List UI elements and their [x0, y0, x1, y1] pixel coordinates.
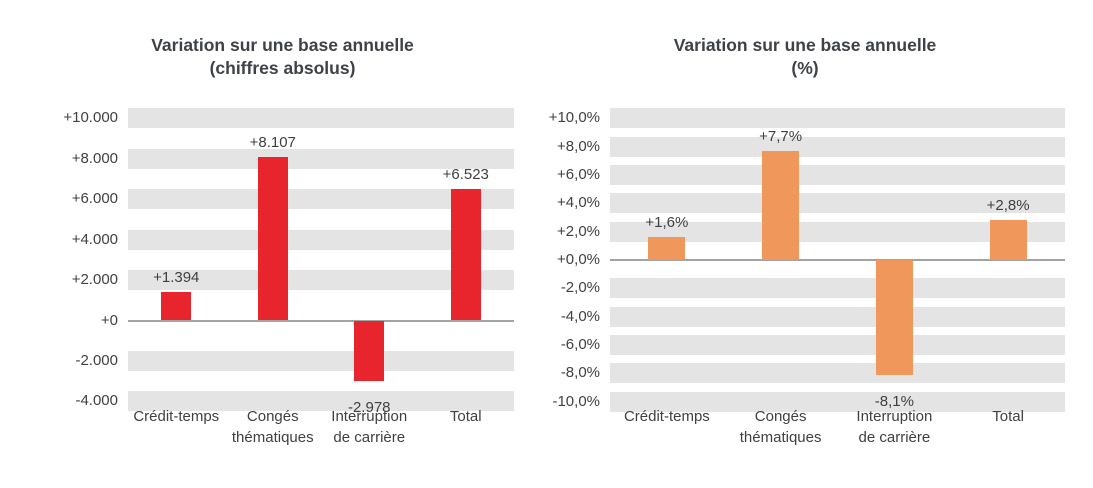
right-category-label-line: Congés [754, 408, 807, 425]
right-y-tick-label: +0,0% [557, 251, 600, 268]
left-category-label-line: Interruption [331, 408, 408, 425]
right-grid-band [610, 108, 1065, 129]
left-y-tick-label: +8.000 [71, 149, 118, 167]
right-bar-1 [648, 237, 686, 260]
right-y-tick-label: -8,0% [560, 364, 600, 382]
right-y-tick-label: +4,0% [557, 194, 600, 212]
right-y-tick-label: +10,0% [548, 109, 600, 127]
right-category-label: Crédit-temps [601, 406, 733, 427]
left-bar-value-label: +1.394 [153, 269, 200, 287]
right-grid-band [610, 335, 1065, 355]
right-chart-title-block: Variation sur une base annuelle (%) [545, 34, 1065, 80]
left-zero-axis-line [128, 319, 514, 322]
right-y-tick-label: +6,0% [557, 165, 600, 183]
left-y-tick-label: +2.000 [71, 271, 118, 289]
right-category-label-line: Total [992, 408, 1024, 425]
right-bar-value-label: -8,1% [874, 392, 914, 410]
left-chart-title: Variation sur une base annuelle [151, 35, 414, 55]
right-grid-band [610, 193, 1065, 214]
left-bar-1 [161, 292, 192, 321]
right-zero-axis-line [610, 259, 1065, 261]
left-grid-band [128, 270, 514, 291]
right-grid-band [610, 136, 1065, 157]
right-category-label: Total [942, 406, 1074, 427]
right-grid-band [610, 306, 1065, 327]
left-bar-value-label: +6.523 [442, 165, 489, 183]
left-category-label-line: thématiques [231, 429, 314, 446]
right-chart-subtitle: (%) [791, 58, 819, 78]
right-category-label: Congés thématiques [715, 406, 847, 448]
right-bar-value-label: +7,7% [759, 127, 803, 145]
right-category-label-line: Crédit-temps [623, 408, 710, 425]
right-bar-2 [762, 150, 800, 260]
left-category-label: Total [400, 406, 532, 427]
left-grid-band [128, 350, 514, 371]
right-y-tick-label: -10,0% [552, 392, 600, 410]
right-y-tick-label: +8,0% [557, 137, 600, 155]
left-category-label: Congés thématiques [207, 406, 339, 448]
left-grid-band [128, 189, 514, 210]
right-category-label-line: de carrière [858, 429, 931, 446]
left-y-tick-label: +10.000 [63, 109, 118, 127]
right-grid-band [610, 363, 1065, 384]
right-y-tick-label: -6,0% [560, 336, 600, 353]
right-grid-band [610, 278, 1065, 299]
left-category-label-line: Congés [246, 408, 299, 425]
right-grid-band [610, 391, 1065, 412]
left-chart-subtitle: (chiffres absolus) [209, 58, 356, 78]
right-category-label: Interruption de carrière [828, 406, 960, 448]
left-category-label: Interruption de carrière [303, 406, 435, 448]
right-bar-3 [875, 260, 913, 375]
right-grid-band [610, 164, 1065, 185]
left-grid-band [128, 391, 514, 412]
right-chart-title: Variation sur une base annuelle [673, 35, 937, 55]
left-y-tick-label: -4.000 [75, 392, 118, 410]
right-category-label-line: thématiques [739, 429, 822, 446]
left-chart-title-block: Variation sur une base annuelle (chiffre… [50, 34, 515, 80]
left-bar-4 [450, 188, 481, 321]
left-grid-band [128, 148, 514, 169]
left-grid-band [128, 108, 514, 129]
left-bar-value-label: -2.978 [347, 398, 391, 416]
right-bar-value-label: +1,6% [645, 214, 689, 232]
left-y-tick-label: -2.000 [75, 351, 118, 369]
right-bar-value-label: +2,8% [986, 197, 1030, 215]
right-grid-band [610, 221, 1065, 242]
left-y-tick-label: +6.000 [71, 190, 118, 208]
left-category-label-line: de carrière [333, 429, 406, 446]
left-category-label-line: Total [449, 408, 482, 425]
left-y-tick-label: +0 [100, 311, 118, 329]
left-category-label-line: Crédit-temps [133, 408, 220, 425]
right-y-tick-label: -4,0% [560, 307, 600, 325]
left-category-label: Crédit-temps [110, 406, 242, 427]
left-bar-3 [354, 320, 385, 381]
left-bar-value-label: +8.107 [249, 133, 296, 151]
right-bar-4 [989, 220, 1027, 260]
left-grid-band [128, 229, 514, 250]
left-y-tick-label: +4.000 [71, 230, 118, 248]
left-bar-2 [257, 156, 288, 321]
right-category-label-line: Interruption [856, 408, 933, 425]
right-y-tick-label: -2,0% [560, 279, 600, 297]
right-y-tick-label: +2,0% [557, 222, 600, 240]
